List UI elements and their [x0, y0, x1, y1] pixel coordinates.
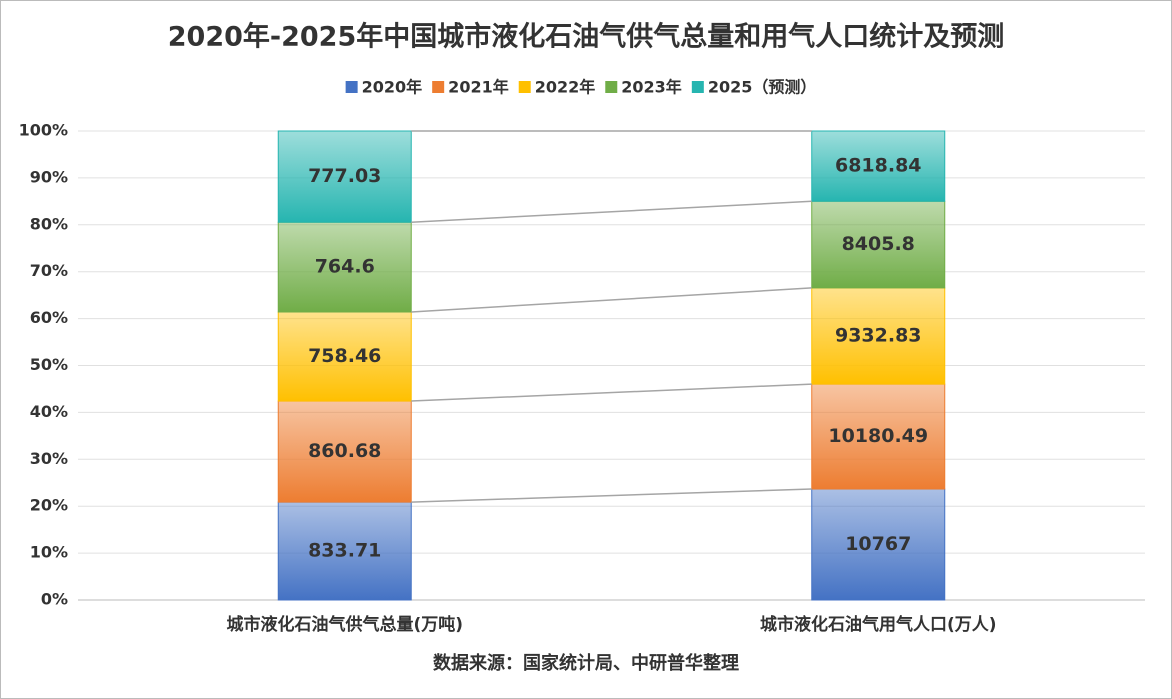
legend-swatch [518, 81, 531, 93]
chart-title: 2020年-2025年中国城市液化石油气供气总量和用气人口统计及预测 [168, 21, 1005, 53]
legend-swatch [345, 81, 358, 93]
bar-segment [277, 130, 412, 223]
legend-item: 2025（预测） [691, 78, 817, 97]
y-tick-label: 10% [30, 543, 68, 562]
connector-line [411, 383, 812, 402]
y-tick-label: 20% [30, 496, 68, 515]
bar-segment [277, 311, 412, 402]
connector-line [411, 200, 812, 223]
y-tick-label: 60% [30, 308, 68, 327]
data-label: 833.71 [308, 540, 381, 562]
legend-swatch [605, 81, 618, 93]
bar-segment [811, 287, 946, 385]
legend-label: 2021年 [448, 78, 509, 97]
legend-item: 2020年 [345, 78, 423, 97]
y-tick-label: 30% [30, 449, 68, 468]
connector-line [411, 488, 812, 503]
connector-line [411, 287, 812, 313]
legend-label: 2023年 [621, 78, 682, 97]
y-tick-label: 50% [30, 355, 68, 374]
data-label: 860.68 [308, 440, 381, 462]
bar-segment [811, 200, 946, 289]
data-label: 758.46 [308, 345, 381, 367]
data-label: 10767 [845, 533, 911, 555]
bar-segment [811, 130, 946, 202]
legend-item: 2023年 [605, 78, 682, 97]
x-tick-label: 城市液化石油气供气总量(万吨) [226, 614, 463, 635]
data-label: 8405.8 [842, 233, 915, 255]
legend-swatch [432, 81, 445, 93]
legend-item: 2021年 [432, 78, 509, 97]
y-tick-label: 80% [30, 214, 68, 233]
bar-segment [277, 400, 412, 503]
data-label: 6818.84 [835, 155, 922, 177]
data-label: 10180.49 [828, 425, 928, 447]
data-label: 9332.83 [835, 325, 922, 347]
y-tick-label: 100% [19, 121, 68, 140]
y-tick-label: 90% [30, 167, 68, 186]
legend-label: 2020年 [362, 78, 423, 97]
legend-item: 2022年 [518, 78, 596, 97]
bar-segment [811, 383, 946, 490]
data-label: 777.03 [308, 165, 381, 187]
legend-label: 2022年 [535, 78, 596, 97]
y-tick-label: 70% [30, 261, 68, 280]
bar-segment [277, 221, 412, 313]
bar-segment [277, 501, 412, 601]
y-tick-label: 40% [30, 402, 68, 421]
legend-swatch [691, 81, 704, 93]
legend-label: 2025（预测） [708, 78, 817, 97]
y-tick-label: 0% [41, 590, 68, 609]
bar-segment [811, 488, 946, 601]
x-tick-label: 城市液化石油气用气人口(万人) [760, 614, 997, 635]
data-label: 764.6 [315, 256, 375, 278]
footnote: 数据来源：国家统计局、中研普华整理 [433, 652, 739, 674]
